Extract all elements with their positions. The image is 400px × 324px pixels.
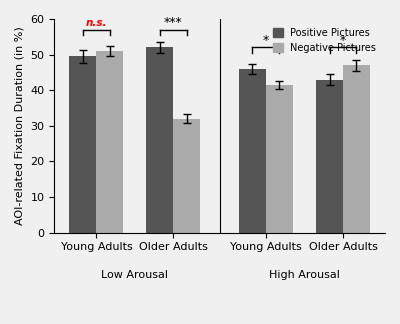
Text: High Arousal: High Arousal	[269, 270, 340, 280]
Text: *: *	[263, 34, 269, 47]
Bar	[239, 69, 266, 233]
Bar	[266, 85, 293, 233]
Text: *: *	[340, 34, 346, 47]
Bar	[343, 65, 370, 233]
Text: Low Arousal: Low Arousal	[102, 270, 168, 280]
Text: n.s.: n.s.	[86, 18, 107, 28]
Y-axis label: AOI-related Fixation Duration (in %): AOI-related Fixation Duration (in %)	[15, 27, 25, 225]
Legend: Positive Pictures, Negative Pictures: Positive Pictures, Negative Pictures	[269, 24, 380, 56]
Bar	[146, 48, 174, 233]
Bar	[316, 79, 343, 233]
Bar	[96, 51, 123, 233]
Text: ***: ***	[164, 16, 183, 29]
Bar	[174, 119, 200, 233]
Bar	[70, 56, 96, 233]
